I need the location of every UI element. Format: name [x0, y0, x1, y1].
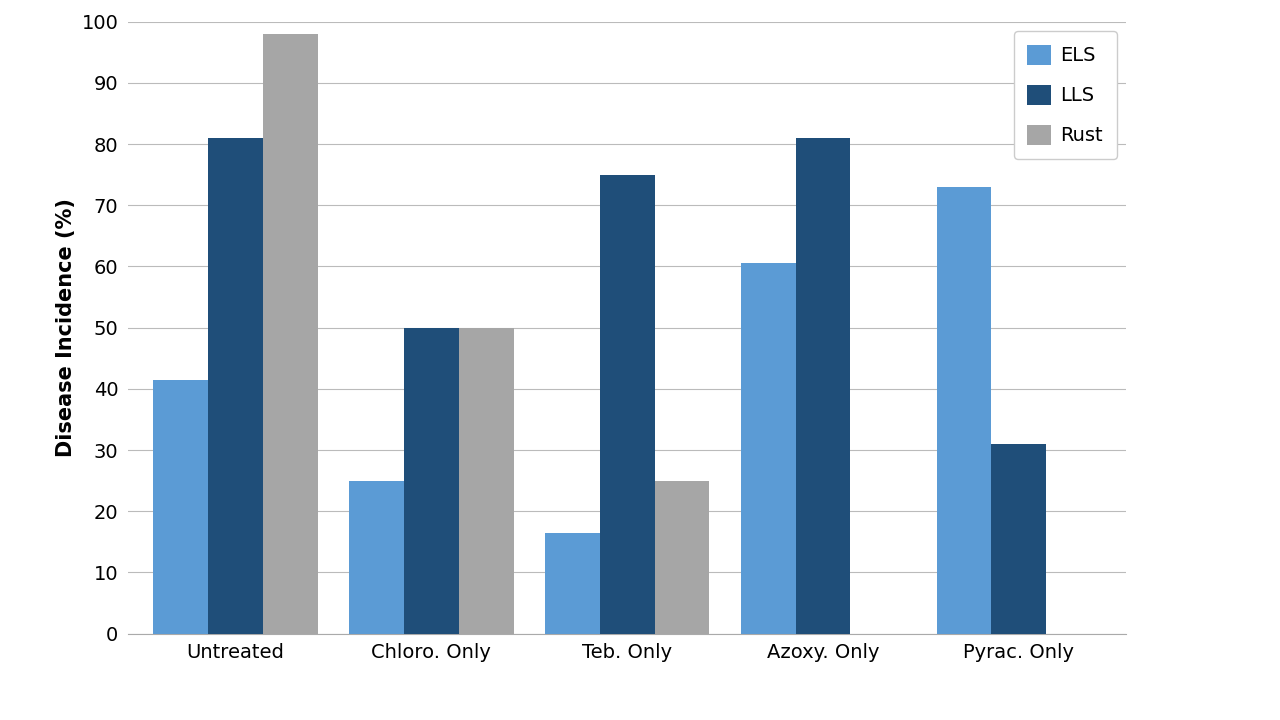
Bar — [937, 187, 991, 634]
Legend: ELS, LLS, Rust: ELS, LLS, Rust — [1014, 32, 1116, 159]
Bar — [600, 175, 654, 634]
Bar — [654, 481, 709, 634]
Bar — [991, 444, 1046, 634]
Bar — [349, 481, 404, 634]
Bar — [458, 328, 513, 634]
Y-axis label: Disease Incidence (%): Disease Incidence (%) — [56, 198, 76, 457]
Bar — [264, 34, 317, 634]
Bar — [404, 328, 458, 634]
Bar — [154, 379, 209, 634]
Bar — [796, 138, 850, 634]
Bar — [545, 533, 600, 634]
Bar — [741, 264, 796, 634]
Bar — [209, 138, 264, 634]
